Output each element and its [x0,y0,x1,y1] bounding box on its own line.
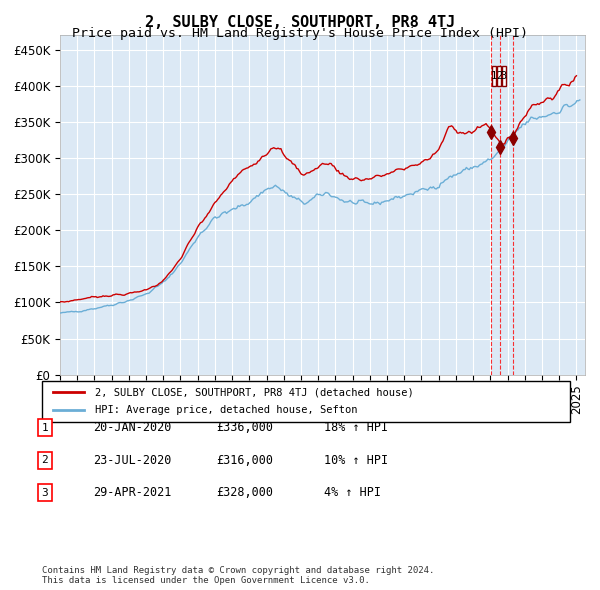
Text: 23-JUL-2020: 23-JUL-2020 [93,454,172,467]
Text: 29-APR-2021: 29-APR-2021 [93,486,172,499]
Text: 20-JAN-2020: 20-JAN-2020 [93,421,172,434]
Text: 4% ↑ HPI: 4% ↑ HPI [324,486,381,499]
Text: Price paid vs. HM Land Registry's House Price Index (HPI): Price paid vs. HM Land Registry's House … [72,27,528,40]
Bar [497,65,501,86]
Text: £328,000: £328,000 [216,486,273,499]
Text: £316,000: £316,000 [216,454,273,467]
Text: £336,000: £336,000 [216,421,273,434]
Text: 18% ↑ HPI: 18% ↑ HPI [324,421,388,434]
Bar [492,65,496,86]
Text: 2, SULBY CLOSE, SOUTHPORT, PR8 4TJ (detached house): 2, SULBY CLOSE, SOUTHPORT, PR8 4TJ (deta… [95,387,413,397]
Text: 2: 2 [496,71,502,81]
Text: Contains HM Land Registry data © Crown copyright and database right 2024.
This d: Contains HM Land Registry data © Crown c… [42,566,434,585]
Text: 3: 3 [41,488,49,497]
Text: HPI: Average price, detached house, Sefton: HPI: Average price, detached house, Seft… [95,405,358,415]
Text: 10% ↑ HPI: 10% ↑ HPI [324,454,388,467]
Text: 2, SULBY CLOSE, SOUTHPORT, PR8 4TJ: 2, SULBY CLOSE, SOUTHPORT, PR8 4TJ [145,15,455,30]
Bar [502,65,506,86]
Text: 1: 1 [41,423,49,432]
Text: 3: 3 [500,71,507,81]
Text: 2: 2 [41,455,49,465]
Text: 1: 1 [491,71,497,81]
